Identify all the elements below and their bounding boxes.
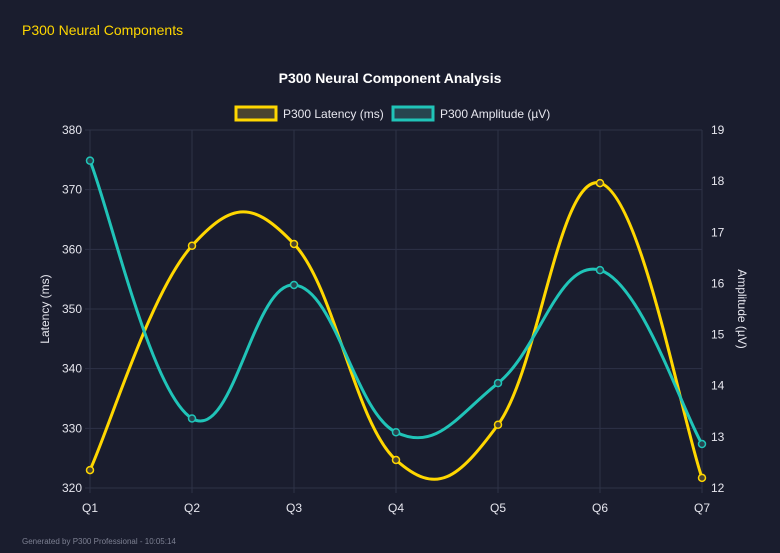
legend-swatch xyxy=(391,105,435,122)
x-tick-label: Q1 xyxy=(82,501,98,515)
chart-title: P300 Neural Component Analysis xyxy=(279,70,502,86)
data-point xyxy=(697,473,707,483)
data-point xyxy=(187,414,197,423)
x-tick-label: Q2 xyxy=(184,501,200,515)
y2-tick-label: 18 xyxy=(711,174,725,188)
y2-tick-label: 16 xyxy=(711,276,725,290)
data-point xyxy=(595,265,605,275)
x-tick-label: Q3 xyxy=(286,501,302,515)
data-point xyxy=(493,378,503,388)
x-tick-label: Q4 xyxy=(388,501,404,515)
y-tick-label: 340 xyxy=(62,362,82,376)
data-point xyxy=(289,280,299,290)
y2-tick-label: 17 xyxy=(711,225,725,239)
data-point xyxy=(187,241,197,251)
legend-swatch xyxy=(234,105,278,122)
y2-tick-label: 15 xyxy=(711,328,725,342)
data-point xyxy=(391,428,401,437)
y-axis-label: Latency (ms) xyxy=(38,274,52,343)
y-tick-label: 320 xyxy=(62,481,82,495)
data-point xyxy=(697,439,707,449)
y2-tick-label: 19 xyxy=(711,123,725,137)
y2-tick-label: 14 xyxy=(711,379,725,393)
data-point xyxy=(85,156,95,165)
data-point xyxy=(493,420,503,430)
y-tick-label: 350 xyxy=(62,302,82,316)
y2-tick-label: 12 xyxy=(711,481,725,495)
data-point xyxy=(595,178,605,188)
data-point xyxy=(391,455,401,465)
y2-axis-label: Amplitude (µV) xyxy=(735,269,749,349)
footer-text: Generated by P300 Professional - 10:05:1… xyxy=(22,537,176,546)
page-title: P300 Neural Components xyxy=(22,22,184,38)
x-tick-label: Q7 xyxy=(694,501,710,515)
y-tick-label: 360 xyxy=(62,242,82,256)
data-point xyxy=(85,465,95,475)
y-tick-label: 370 xyxy=(62,183,82,197)
x-tick-label: Q6 xyxy=(592,501,608,515)
data-point xyxy=(289,239,299,249)
legend-label: P300 Latency (ms) xyxy=(283,107,384,121)
y-tick-label: 330 xyxy=(62,421,82,435)
x-tick-label: Q5 xyxy=(490,501,506,515)
y-tick-label: 380 xyxy=(62,123,82,137)
y2-tick-label: 13 xyxy=(711,430,725,444)
legend-label: P300 Amplitude (µV) xyxy=(440,107,550,121)
